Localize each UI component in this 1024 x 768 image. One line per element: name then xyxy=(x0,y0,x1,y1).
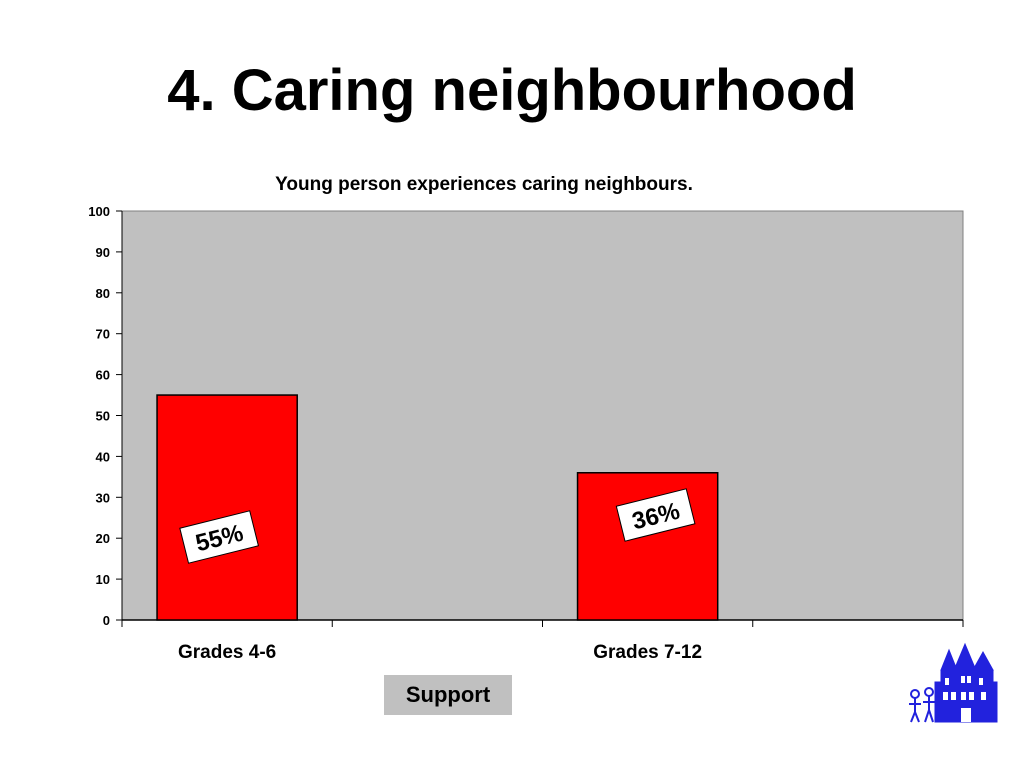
y-tick-label: 100 xyxy=(88,204,110,219)
y-tick-label: 60 xyxy=(96,368,110,383)
x-tick-label: Grades 7-12 xyxy=(593,642,702,663)
y-axis: 0 10 20 30 40 50 60 70 80 90 100 xyxy=(88,204,123,628)
x-tick-label: Grades 4-6 xyxy=(178,642,276,663)
y-tick-label: 0 xyxy=(103,613,110,628)
y-tick-label: 80 xyxy=(96,286,110,301)
data-label: 55% xyxy=(179,510,260,564)
y-tick-label: 20 xyxy=(96,531,110,546)
y-tick-label: 70 xyxy=(96,327,110,342)
y-tick-label: 40 xyxy=(96,449,110,464)
data-labels: 55% 36% xyxy=(179,488,696,564)
chart-title: Young person experiences caring neighbou… xyxy=(275,174,693,195)
y-tick-label: 30 xyxy=(96,490,110,505)
y-tick-label: 10 xyxy=(96,572,110,587)
bar xyxy=(576,472,719,621)
castle-logo xyxy=(905,630,999,748)
y-tick-label: 50 xyxy=(96,409,110,424)
y-tick-label: 90 xyxy=(96,245,110,260)
castle-with-figures-icon xyxy=(909,642,998,723)
data-label-box xyxy=(179,510,260,564)
data-label: 36% xyxy=(615,488,696,542)
bar xyxy=(156,394,298,621)
x-axis: Grades 4-6 Grades 7-12 xyxy=(121,619,964,663)
bars xyxy=(156,394,719,621)
support-button[interactable]: Support xyxy=(384,675,512,715)
slide-title: 4. Caring neighbourhood xyxy=(167,58,857,123)
data-label-box xyxy=(615,488,696,542)
